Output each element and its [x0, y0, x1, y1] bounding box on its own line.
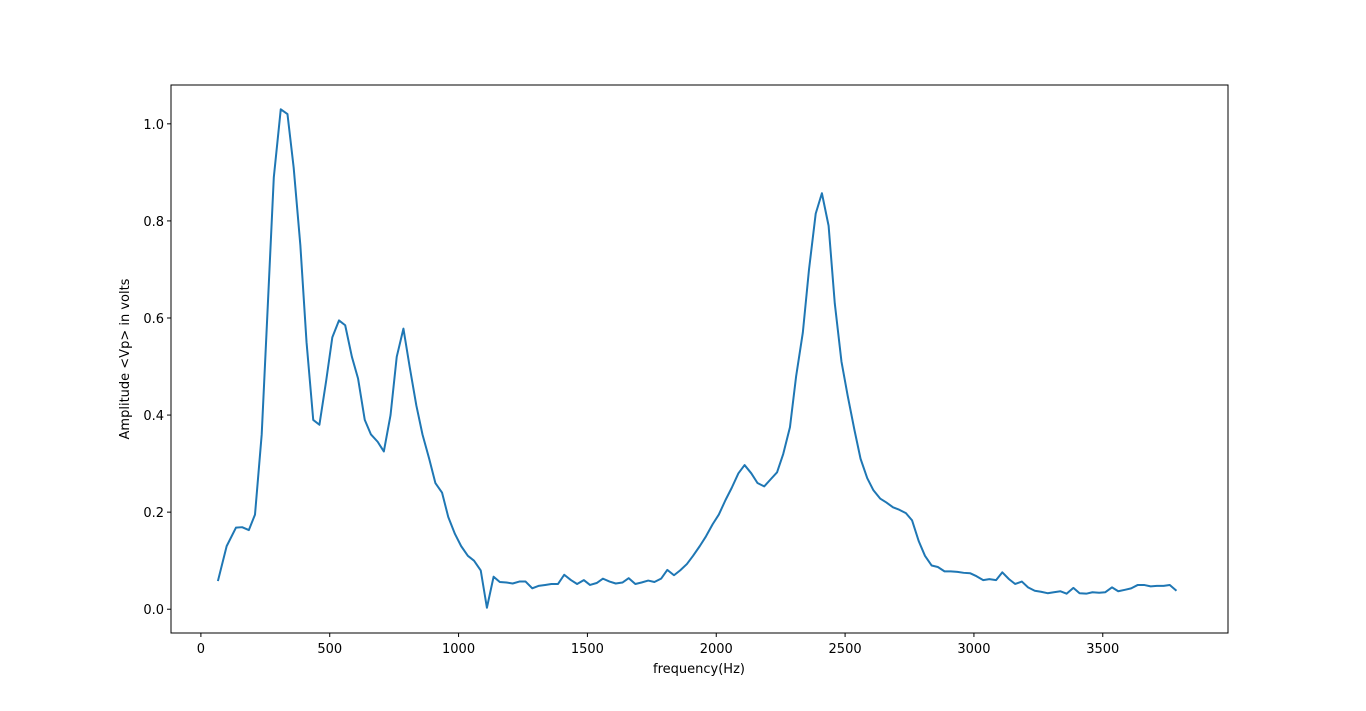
y-tick-label: 0.4	[143, 409, 164, 424]
x-tick-label: 500	[317, 642, 342, 657]
y-axis-label: Amplitude <Vp> in volts	[118, 278, 133, 439]
x-tick-label: 0	[197, 642, 205, 657]
y-tick-label: 0.6	[143, 312, 164, 327]
x-tick-label: 1500	[571, 642, 604, 657]
y-tick-label: 0.0	[143, 603, 164, 618]
x-tick-label: 3500	[1086, 642, 1119, 657]
y-tick-label: 1.0	[143, 118, 164, 133]
x-tick-label: 3000	[957, 642, 990, 657]
x-tick-label: 2000	[700, 642, 733, 657]
x-tick-label: 2500	[829, 642, 862, 657]
y-tick-label: 0.2	[143, 506, 164, 521]
x-tick-label: 1000	[442, 642, 475, 657]
y-tick-label: 0.8	[143, 215, 164, 230]
x-axis-label: frequency(Hz)	[653, 662, 745, 677]
plot-frame	[170, 84, 1229, 634]
data-line	[216, 108, 1178, 609]
